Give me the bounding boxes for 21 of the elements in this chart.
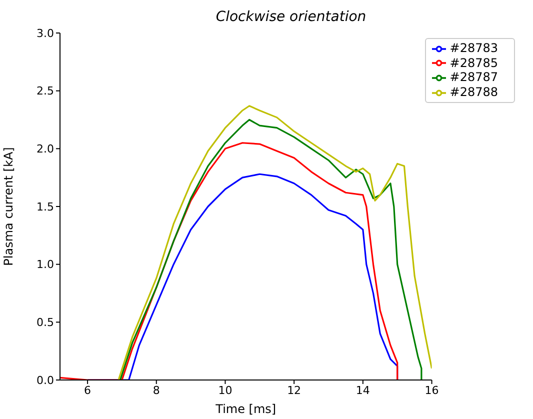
- y-tick-label: 2.5: [36, 84, 54, 98]
- y-tick-label: 0.5: [36, 316, 54, 330]
- y-axis-title: Plasma current [kA]: [1, 147, 16, 266]
- legend-label: #28785: [450, 56, 498, 70]
- legend-label: #28788: [450, 85, 498, 100]
- y-tick-label: 3.0: [36, 26, 54, 40]
- x-tick-label: 12: [287, 384, 302, 397]
- x-tick-label: 14: [356, 384, 370, 397]
- legend-label: #28783: [450, 41, 498, 55]
- y-tick-label: 0.0: [36, 374, 54, 387]
- y-tick-label: 1.5: [36, 200, 54, 214]
- line-series: [60, 142, 398, 380]
- x-tick-label: 16: [424, 384, 439, 397]
- y-tick-label: 2.0: [36, 142, 54, 156]
- x-tick-label: 6: [84, 384, 92, 397]
- legend-label: #28787: [450, 70, 498, 84]
- chart-title: Clockwise orientation: [214, 9, 368, 25]
- y-tick-label: 1.0: [36, 258, 54, 272]
- x-tick-label: 10: [218, 384, 232, 397]
- x-axis-title: Time [ms]: [214, 402, 276, 416]
- x-tick-label: 8: [152, 384, 160, 397]
